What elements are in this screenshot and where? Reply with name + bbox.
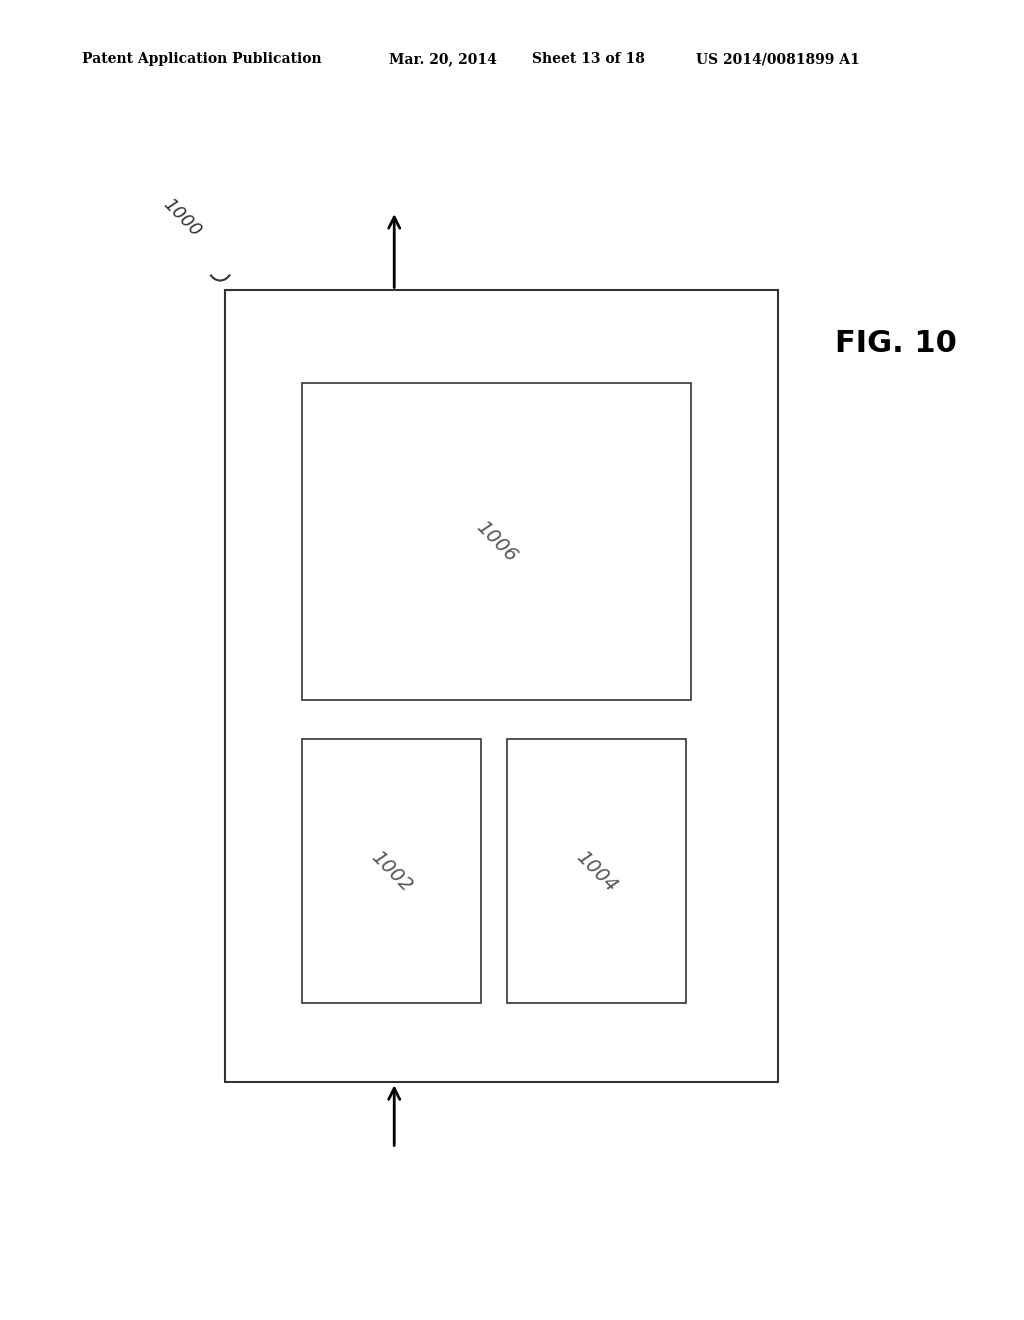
FancyBboxPatch shape — [302, 739, 481, 1003]
Text: 1000: 1000 — [160, 195, 205, 240]
Text: 1006: 1006 — [472, 517, 521, 565]
Text: US 2014/0081899 A1: US 2014/0081899 A1 — [696, 53, 860, 66]
Text: Mar. 20, 2014: Mar. 20, 2014 — [389, 53, 497, 66]
Text: 1002: 1002 — [368, 847, 416, 895]
FancyBboxPatch shape — [302, 383, 691, 700]
FancyBboxPatch shape — [225, 290, 778, 1082]
Text: 1004: 1004 — [572, 847, 621, 895]
Text: Sheet 13 of 18: Sheet 13 of 18 — [532, 53, 645, 66]
Text: Patent Application Publication: Patent Application Publication — [82, 53, 322, 66]
FancyBboxPatch shape — [507, 739, 686, 1003]
Text: FIG. 10: FIG. 10 — [835, 329, 957, 358]
